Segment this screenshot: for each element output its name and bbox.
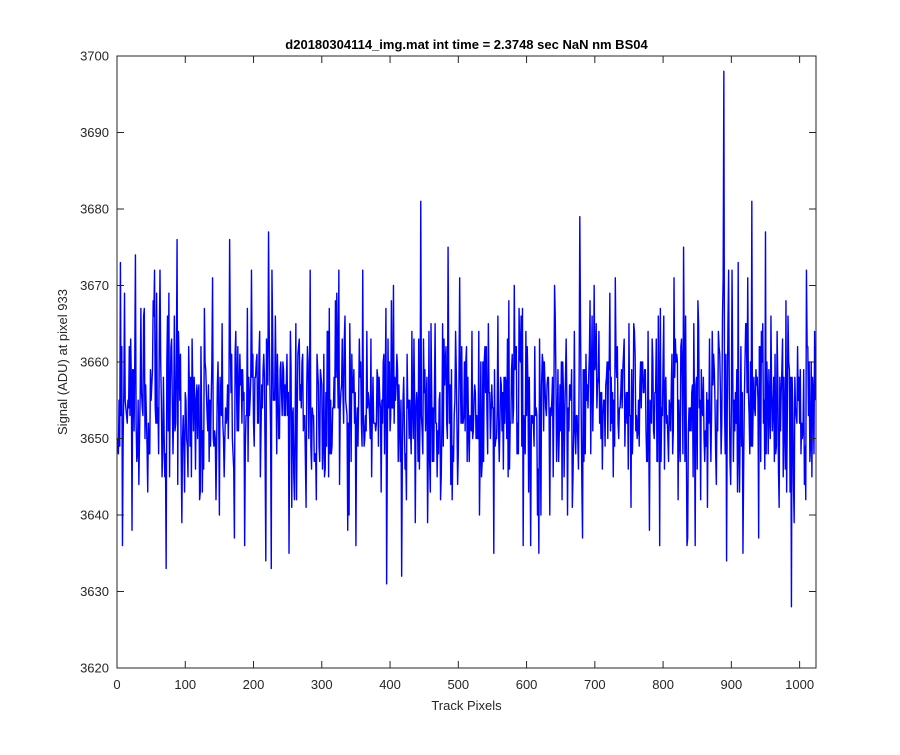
y-tick-label: 3690 <box>80 125 109 140</box>
x-tick-label: 800 <box>652 677 674 692</box>
x-tick-label: 700 <box>584 677 606 692</box>
x-tick-label: 200 <box>243 677 265 692</box>
series-line-1 <box>116 70 817 608</box>
x-tick-label: 100 <box>174 677 196 692</box>
x-tick-label: 300 <box>311 677 333 692</box>
x-tick-label: 1000 <box>785 677 814 692</box>
x-tick-label: 600 <box>516 677 538 692</box>
x-tick-label: 400 <box>379 677 401 692</box>
y-tick-label: 3670 <box>80 278 109 293</box>
x-axis-label: Track Pixels <box>431 698 502 713</box>
y-tick-label: 3680 <box>80 202 109 217</box>
x-tick-label: 500 <box>447 677 469 692</box>
y-tick-label: 3700 <box>80 49 109 64</box>
y-tick-label: 3630 <box>80 584 109 599</box>
y-tick-label: 3620 <box>80 661 109 676</box>
y-axis-label: Signal (ADU) at pixel 933 <box>55 289 70 435</box>
y-tick-label: 3650 <box>80 431 109 446</box>
chart-title: d20180304114_img.mat int time = 2.3748 s… <box>285 37 648 52</box>
y-tick-label: 3640 <box>80 508 109 523</box>
y-tick-label: 3660 <box>80 355 109 370</box>
x-tick-label: 900 <box>721 677 743 692</box>
x-tick-label: 0 <box>113 677 120 692</box>
